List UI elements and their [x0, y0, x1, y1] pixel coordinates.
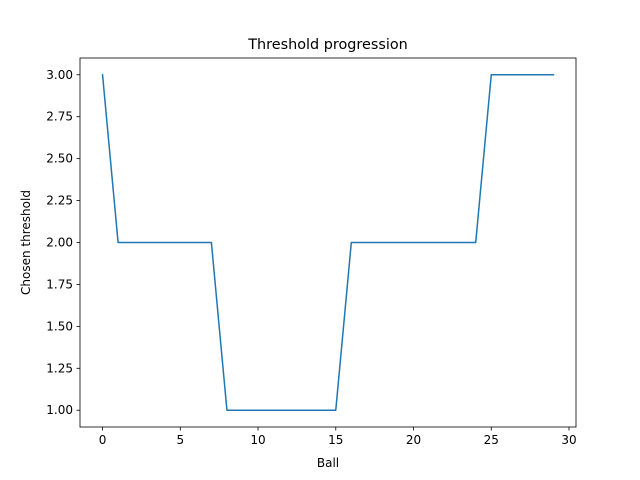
y-tick-label: 2.75 — [46, 110, 73, 124]
y-tick-label: 2.25 — [46, 194, 73, 208]
y-tick-label: 2.00 — [46, 236, 73, 250]
plot-frame — [79, 57, 577, 428]
x-axis-ticks: 0 5 10 15 20 25 30 — [99, 427, 577, 447]
x-axis-label: Ball — [317, 456, 339, 470]
x-tick-label: 5 — [176, 433, 184, 447]
series-layer — [101, 73, 555, 411]
chart-title: Threshold progression — [247, 37, 408, 53]
x-tick-label: 30 — [561, 433, 576, 447]
x-tick-label: 0 — [99, 433, 107, 447]
y-tick-label: 1.25 — [46, 361, 73, 375]
y-tick-label: 1.50 — [46, 319, 73, 333]
x-tick-label: 15 — [328, 433, 343, 447]
x-tick-label: 25 — [484, 433, 499, 447]
y-tick-label: 2.50 — [46, 152, 73, 166]
y-axis-label: Chosen threshold — [19, 190, 33, 295]
y-tick-label: 1.00 — [46, 403, 73, 417]
y-tick-label: 1.75 — [46, 277, 73, 291]
y-tick-label: 3.00 — [46, 68, 73, 82]
y-axis-ticks: 1.00 1.25 1.50 1.75 2.00 2.25 2.50 2.75 3.00 — [46, 68, 80, 417]
series-line-0 — [101, 73, 555, 411]
x-tick-label: 10 — [250, 433, 265, 447]
x-tick-label: 20 — [406, 433, 421, 447]
